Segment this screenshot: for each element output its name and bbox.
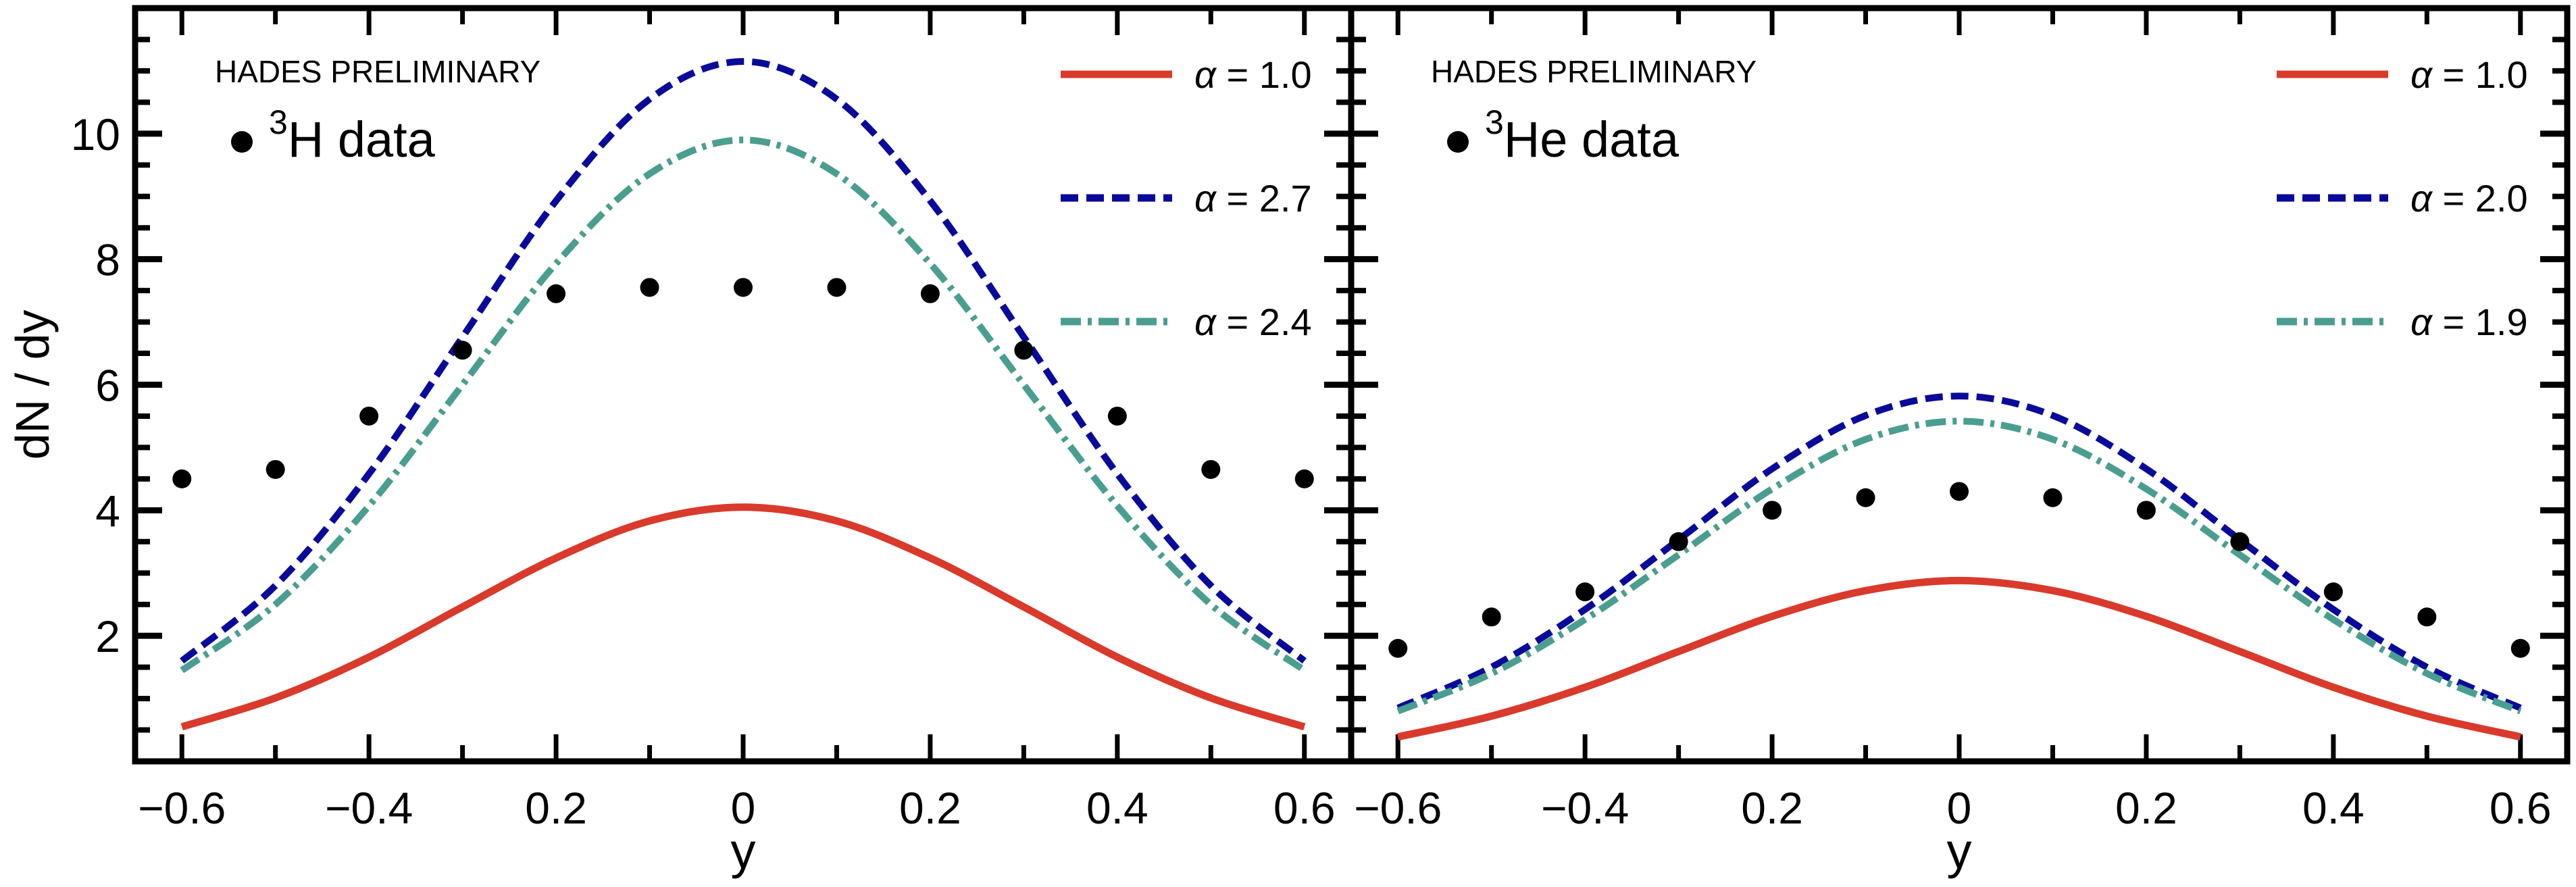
y-tick-label: 4 [95, 486, 120, 536]
data-legend-superscript: 3 [269, 103, 288, 141]
plot-frame [1348, 5, 2571, 765]
legend-value: = 1.9 [2432, 301, 2528, 343]
y-tick-label: 8 [95, 235, 120, 285]
x-axis-label: y [731, 823, 756, 879]
x-tick-label: 0.4 [1086, 783, 1148, 833]
legend-label-1: α = 2.7 [1194, 177, 1312, 220]
legend-value: = 1.0 [2432, 53, 2528, 96]
data-legend-marker [1447, 131, 1469, 153]
legend-alpha-symbol: α [1194, 301, 1217, 343]
data-point [2417, 607, 2437, 627]
data-point [1856, 488, 1875, 507]
data-point [547, 284, 566, 303]
data-point [2323, 582, 2343, 602]
data-point [1950, 482, 1969, 501]
data-legend-label: 3H data [269, 103, 436, 168]
legend-alpha-symbol: α [2410, 177, 2433, 220]
x-tick-label: −0.4 [1541, 783, 1629, 833]
data-point [2230, 532, 2250, 551]
data-legend-marker [231, 131, 253, 153]
x-tick-label: 0.6 [1273, 783, 1336, 833]
x-axis-label: y [1947, 823, 1972, 879]
legend-value: = 2.7 [1216, 177, 1312, 220]
legend-label-1: α = 2.0 [2410, 177, 2528, 220]
y-tick-label: 6 [95, 361, 120, 411]
y-axis-label: dN / dy [6, 310, 59, 460]
data-point [359, 406, 379, 426]
data-legend-label: 3He data [1485, 103, 1680, 168]
series-line-2 [1396, 417, 2522, 715]
y-tick-label: 10 [71, 109, 120, 159]
x-tick-label: 0 [731, 783, 756, 833]
data-point [920, 284, 940, 303]
legend-label-0: α = 1.0 [1194, 53, 1312, 96]
x-tick-label: −0.6 [1354, 783, 1442, 833]
panel-left: −0.6 −0.4 0.2 0 0.2 0.4 0.6 y 2 4 6 8 10 dN / dy HADES… [6, 5, 1355, 879]
data-point [2136, 501, 2156, 520]
data-point [1014, 340, 1034, 360]
data-point [1669, 532, 1688, 551]
annotation-text: HADES PRELIMINARY [1431, 54, 1757, 89]
x-tick-label: 0.6 [2490, 783, 2552, 833]
x-tick-label: 0.2 [899, 783, 961, 833]
legend-label-2: α = 2.4 [1194, 301, 1312, 343]
legend-value: = 2.0 [2432, 177, 2528, 220]
data-point [1294, 469, 1314, 488]
legend-alpha-symbol: α [2410, 53, 2433, 96]
data-point [1482, 607, 1501, 627]
data-legend-text: H data [288, 111, 436, 168]
series-line-2 [180, 136, 1307, 674]
data-point [1388, 638, 1408, 658]
series-line-0 [180, 503, 1306, 731]
data-point [2510, 638, 2530, 658]
data-point [827, 278, 847, 297]
x-tick-label: 0.2 [2115, 783, 2177, 833]
x-tick-label: 0.2 [525, 783, 587, 833]
x-tick-label: 0.4 [2302, 783, 2365, 833]
x-tick-label: −0.4 [325, 783, 413, 833]
series-line-1 [180, 57, 1307, 664]
data-legend-superscript: 3 [1485, 103, 1504, 141]
data-point [2043, 488, 2063, 507]
legend-label-0: α = 1.0 [2410, 53, 2528, 96]
x-tick-label: 0 [1947, 783, 1972, 833]
x-tick-label: 0.2 [1741, 783, 1803, 833]
data-point [1107, 406, 1127, 426]
panel-right: −0.6 −0.4 0.2 0 0.2 0.4 0.6 y HADES PRELIMINARY 3… [1348, 5, 2571, 879]
data-point [640, 278, 659, 297]
data-legend-text: He data [1504, 111, 1680, 168]
data-point [1201, 459, 1221, 479]
annotation-text: HADES PRELIMINARY [215, 54, 540, 89]
data-point [266, 459, 285, 479]
series-line-0 [1397, 576, 2521, 741]
data-point [734, 278, 753, 297]
legend-value: = 1.0 [1216, 53, 1312, 96]
legend-alpha-symbol: α [1194, 177, 1217, 220]
y-tick-label: 2 [95, 611, 120, 661]
data-point [1763, 501, 1782, 520]
data-point [172, 469, 192, 488]
legend-alpha-symbol: α [2410, 301, 2433, 343]
x-tick-label: −0.6 [138, 783, 226, 833]
series-line-1 [1396, 392, 2522, 711]
legend-label-2: α = 1.9 [2410, 301, 2528, 343]
legend-alpha-symbol: α [1194, 53, 1217, 96]
data-point [453, 340, 472, 360]
data-point [1575, 582, 1595, 602]
legend-value: = 2.4 [1216, 301, 1312, 343]
